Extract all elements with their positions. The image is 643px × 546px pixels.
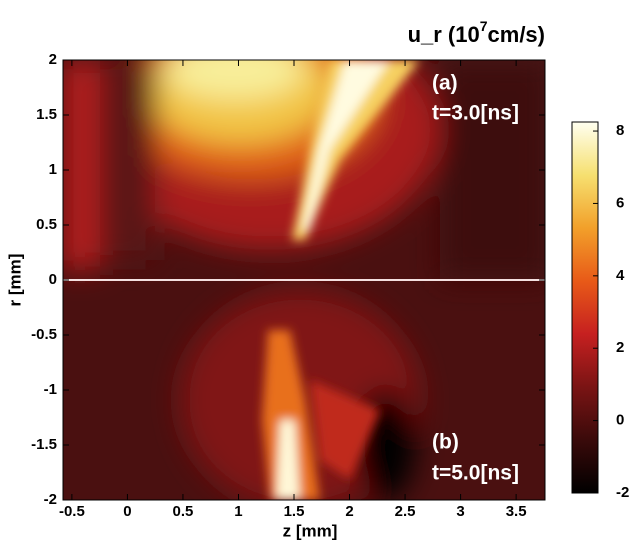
x-tick-label: 2.5 — [395, 503, 416, 520]
y-tick-label: -2 — [44, 491, 57, 508]
colorbar — [571, 121, 599, 494]
chart-title: u_r (107cm/s) — [408, 18, 545, 47]
x-axis-label: z [mm] — [283, 521, 338, 540]
colorbar-tick-label: -2 — [616, 484, 629, 501]
y-tick-label: 1.5 — [36, 106, 57, 123]
colorbar-tick-label: 6 — [616, 194, 624, 211]
y-tick-label: -1 — [44, 381, 57, 398]
colorbar-tick-label: 0 — [616, 412, 624, 429]
field — [63, 60, 545, 500]
x-tick-label: 0 — [123, 503, 131, 520]
y-tick-label: 0 — [49, 271, 57, 288]
annotation: t=3.0[ns] — [432, 102, 519, 125]
x-tick-label: 1 — [234, 503, 242, 520]
annotation: (b) — [432, 431, 459, 454]
x-tick-label: 1.5 — [284, 503, 305, 520]
x-tick-label: 2 — [345, 503, 353, 520]
y-tick-label: -0.5 — [31, 326, 57, 343]
x-tick-label: -0.5 — [59, 503, 85, 520]
colorbar-tick-label: 4 — [616, 267, 625, 284]
annotation: (a) — [432, 72, 458, 95]
title-exponent: 7 — [480, 18, 488, 34]
y-axis-label: r [mm] — [5, 254, 24, 307]
y-tick-label: 1 — [49, 161, 57, 178]
annotation: t=5.0[ns] — [432, 462, 519, 485]
colorbar-tick-label: 8 — [616, 122, 624, 139]
title-unit: cm/s) — [488, 22, 545, 47]
x-tick-label: 0.5 — [173, 503, 194, 520]
title-base: u_r (10 — [408, 22, 480, 47]
y-tick-label: 0.5 — [36, 216, 57, 233]
x-tick-label: 3 — [456, 503, 464, 520]
y-tick-label: 2 — [49, 51, 57, 68]
x-tick-label: 3.5 — [506, 503, 527, 520]
colorbar-tick-label: 2 — [616, 339, 624, 356]
y-tick-label: -1.5 — [31, 436, 57, 453]
